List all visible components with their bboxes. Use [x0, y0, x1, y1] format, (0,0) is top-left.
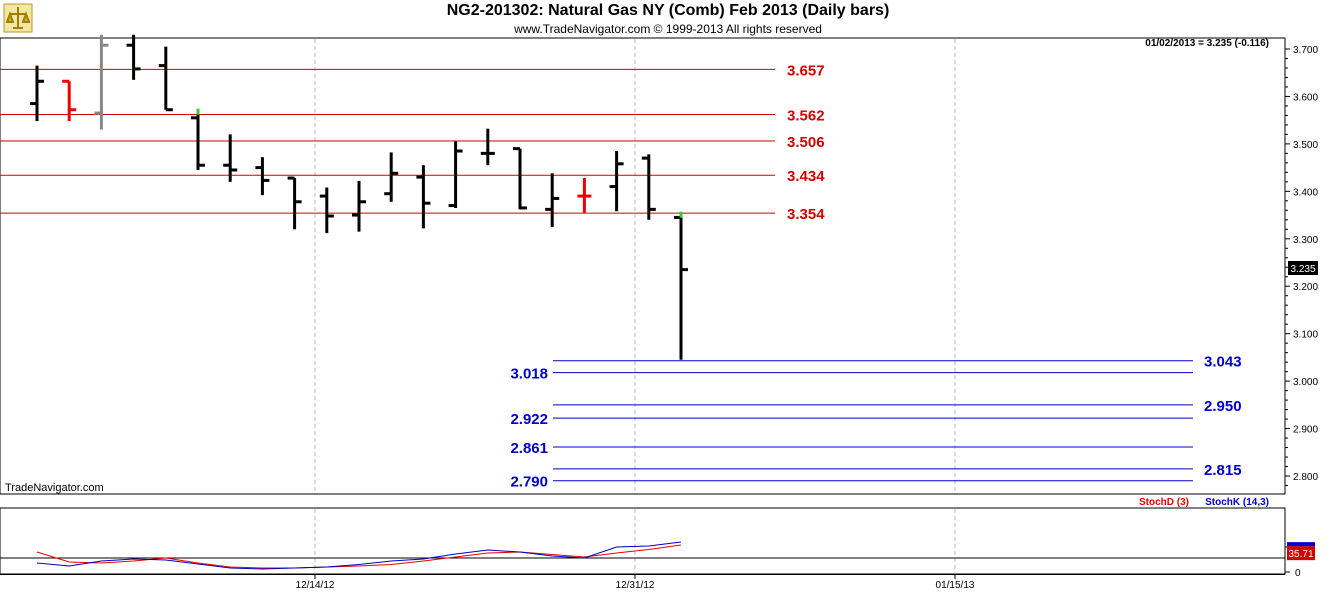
date-tick-label: 01/15/13	[936, 580, 975, 591]
stoch-panel-frame	[0, 507, 1286, 575]
ohlc-bar	[255, 157, 270, 196]
price-tick-label: 3.500	[1293, 140, 1318, 151]
ohlc-bar	[191, 108, 205, 170]
ohlc-bar	[319, 187, 334, 234]
stochastic-panel: 50035.71	[0, 541, 1315, 579]
ohlc-bar	[448, 141, 463, 208]
support-label-left: 3.018	[510, 366, 548, 383]
price-tick-label: 2.800	[1293, 472, 1318, 483]
resistance-label: 3.657	[787, 62, 825, 79]
price-tick-label: 3.600	[1293, 92, 1318, 103]
stoch-k-line	[36, 541, 682, 570]
price-tick-label: 3.200	[1293, 282, 1318, 293]
price-tick-label: 3.300	[1293, 235, 1318, 246]
resistance-label: 3.562	[787, 107, 825, 124]
stoch-value-label: 35.71	[1288, 549, 1313, 560]
stoch-d-line	[36, 544, 682, 569]
support-label-right: 3.043	[1204, 354, 1242, 371]
ohlc-bar	[287, 176, 302, 230]
ohlc-bar	[126, 34, 141, 80]
ohlc-bar	[30, 65, 44, 122]
support-label-right: 2.815	[1204, 462, 1242, 479]
chart-title: NG2-201302: Natural Gas NY (Comb) Feb 20…	[446, 2, 890, 19]
price-axis: 3.700 3.600 3.500 3.400 3.300 3.200 3.100 3.000…	[1285, 45, 1318, 486]
ohlc-bar	[94, 34, 109, 130]
ohlc-bars	[30, 34, 688, 360]
ohlc-bar	[513, 147, 527, 210]
copyright-text: www.TradeNavigator.com © 1999-2013 All r…	[514, 22, 822, 36]
ohlc-bar	[480, 128, 495, 166]
ohlc-bar	[674, 211, 688, 360]
ohlc-bar	[158, 46, 173, 112]
ohlc-bar	[577, 178, 592, 213]
resistance-label: 3.354	[787, 206, 825, 223]
price-tick-label: 3.700	[1293, 45, 1318, 56]
support-label-left: 2.861	[510, 440, 548, 457]
price-tick-label: 2.900	[1293, 425, 1318, 436]
main-panel-frame	[0, 37, 1286, 495]
support-label-left: 2.790	[510, 474, 548, 491]
ohlc-bar	[62, 79, 77, 122]
price-tick-label: 3.100	[1293, 330, 1318, 341]
last-value-label: 3.235	[1290, 264, 1315, 275]
resistance-label: 3.434	[787, 168, 825, 185]
ohlc-bar	[545, 173, 560, 227]
resistance-label: 3.506	[787, 134, 825, 151]
trade-navigator-logo-icon	[3, 3, 33, 33]
support-label-left: 2.922	[510, 411, 548, 428]
price-tick-label: 3.400	[1293, 187, 1318, 198]
ohlc-bar	[416, 165, 431, 229]
date-axis: 12/14/12 12/31/12 01/15/13	[296, 574, 975, 591]
chart-header: NG2-201302: Natural Gas NY (Comb) Feb 20…	[0, 0, 1336, 38]
horizontal-levels: 3.657 3.562 3.506 3.434 3.354 3.043 2.950 2.815…	[0, 62, 1242, 491]
stoch-tick-label: 0	[1295, 568, 1301, 579]
date-tick-label: 12/14/12	[296, 580, 335, 591]
date-tick-label: 12/31/12	[616, 580, 655, 591]
price-tick-label: 3.000	[1293, 377, 1318, 388]
ohlc-bar	[352, 180, 366, 232]
stoch-d-legend: StochD (3)	[1139, 497, 1189, 508]
stoch-k-value-marker	[1287, 542, 1315, 547]
stoch-value-box	[1287, 546, 1315, 561]
ohlc-bar	[223, 134, 238, 182]
watermark-text: TradeNavigator.com	[5, 482, 104, 494]
support-label-right: 2.950	[1204, 398, 1242, 415]
ohlc-bar	[641, 154, 656, 220]
ohlc-bar	[384, 152, 399, 202]
ohlc-bar	[609, 151, 624, 212]
last-value-box	[1288, 261, 1318, 275]
stoch-k-legend: StochK (14,3)	[1205, 497, 1269, 508]
last-bar-readout: 01/02/2013 = 3.235 (-0.116)	[1145, 38, 1269, 49]
